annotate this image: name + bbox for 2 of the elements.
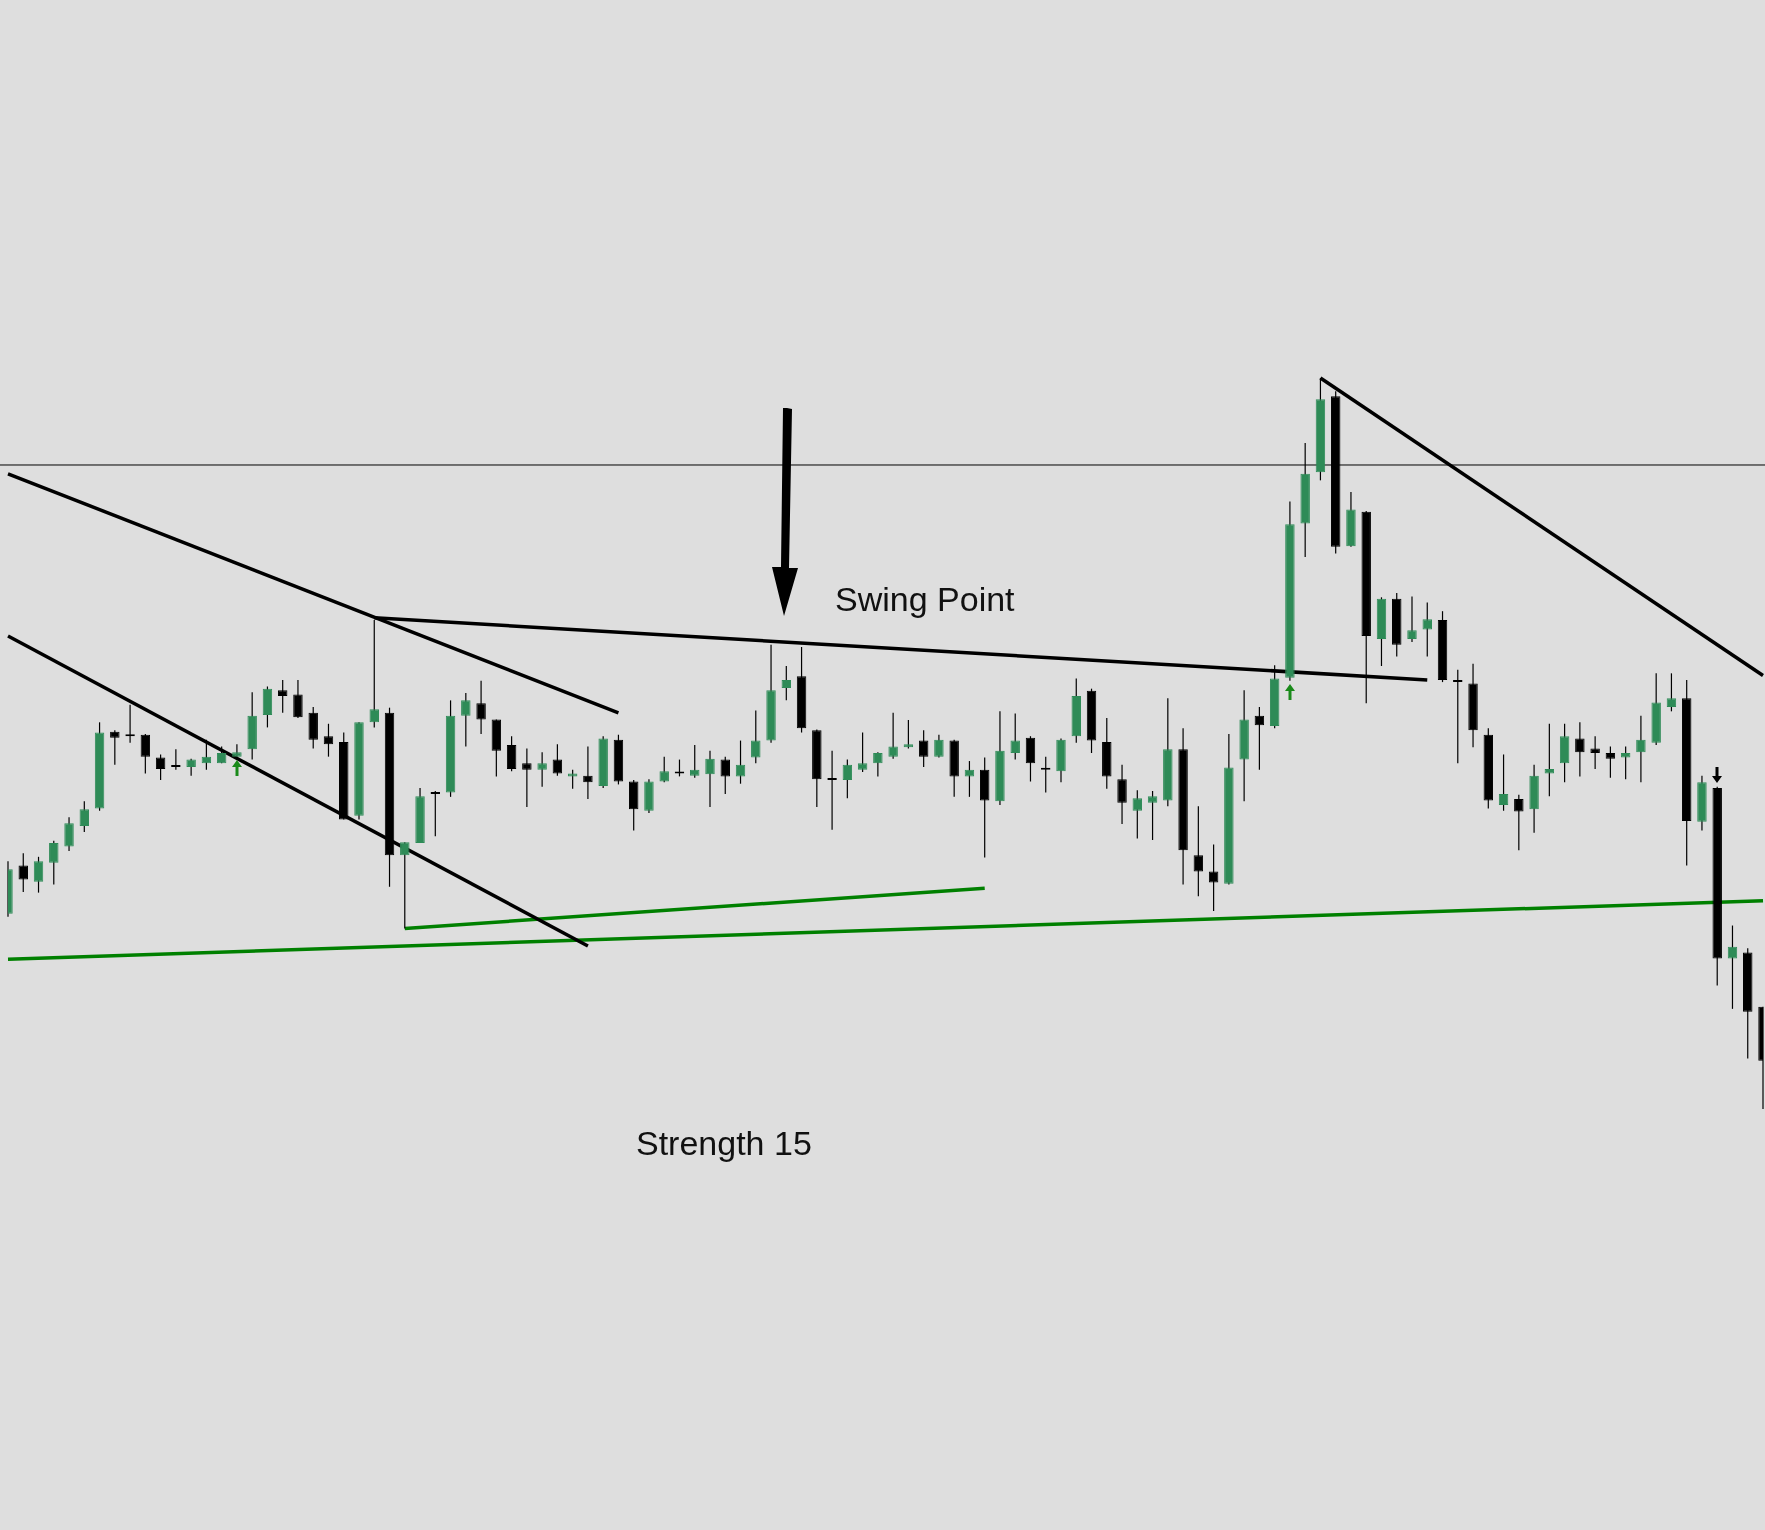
text: Strength 15 xyxy=(636,1124,812,1163)
annotation: Swing Point xyxy=(835,580,1015,619)
